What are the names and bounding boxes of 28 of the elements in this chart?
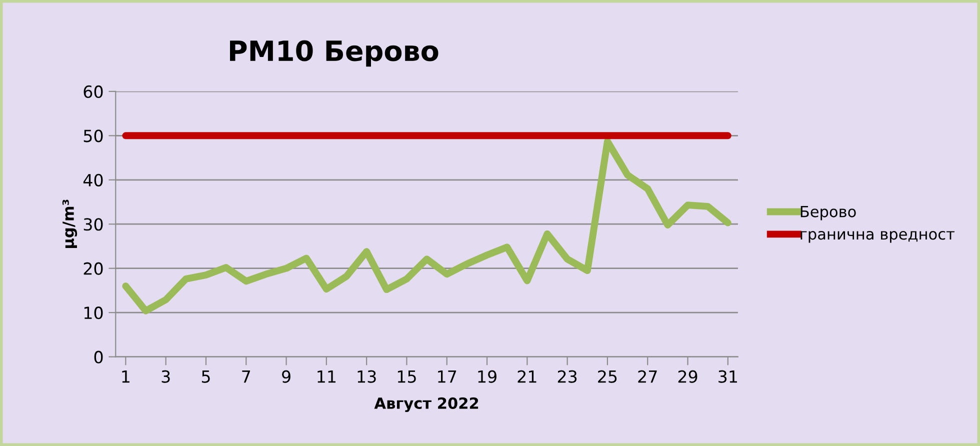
- y-tick-label: 20: [84, 262, 103, 275]
- x-tick-label: 7: [242, 370, 250, 383]
- x-tick-label: 11: [318, 370, 336, 383]
- legend-label: гранична вредност: [800, 230, 954, 243]
- x-tick-label: 9: [282, 370, 290, 383]
- x-tick-label: 15: [398, 370, 416, 383]
- x-tick-label: 19: [478, 370, 496, 383]
- x-tick-label: 25: [598, 370, 617, 383]
- legend-label: Берово: [800, 206, 856, 220]
- y-tick-label: 30: [84, 218, 103, 231]
- x-tick-label: 17: [438, 370, 456, 383]
- x-tick-label: 5: [202, 370, 210, 383]
- y-tick-label: 50: [84, 130, 103, 142]
- x-tick-label: 3: [162, 370, 170, 383]
- x-tick-label: 1: [122, 370, 130, 383]
- x-tick-label: 21: [518, 370, 536, 383]
- x-tick-label: 31: [718, 370, 737, 383]
- chart-title: PM10 Берово: [230, 40, 438, 67]
- x-tick-label: 23: [558, 370, 577, 383]
- y-axis-title: μg/m³: [62, 200, 78, 248]
- x-tick-label: 27: [638, 370, 657, 383]
- x-tick-label: 13: [358, 370, 376, 383]
- y-tick-label: 40: [83, 174, 103, 186]
- x-tick-label: 29: [678, 370, 698, 383]
- y-tick-label: 10: [84, 306, 103, 320]
- y-tick-label: 0: [94, 350, 103, 364]
- y-tick-label: 60: [84, 85, 103, 98]
- x-axis-title: Август 2022: [374, 397, 478, 412]
